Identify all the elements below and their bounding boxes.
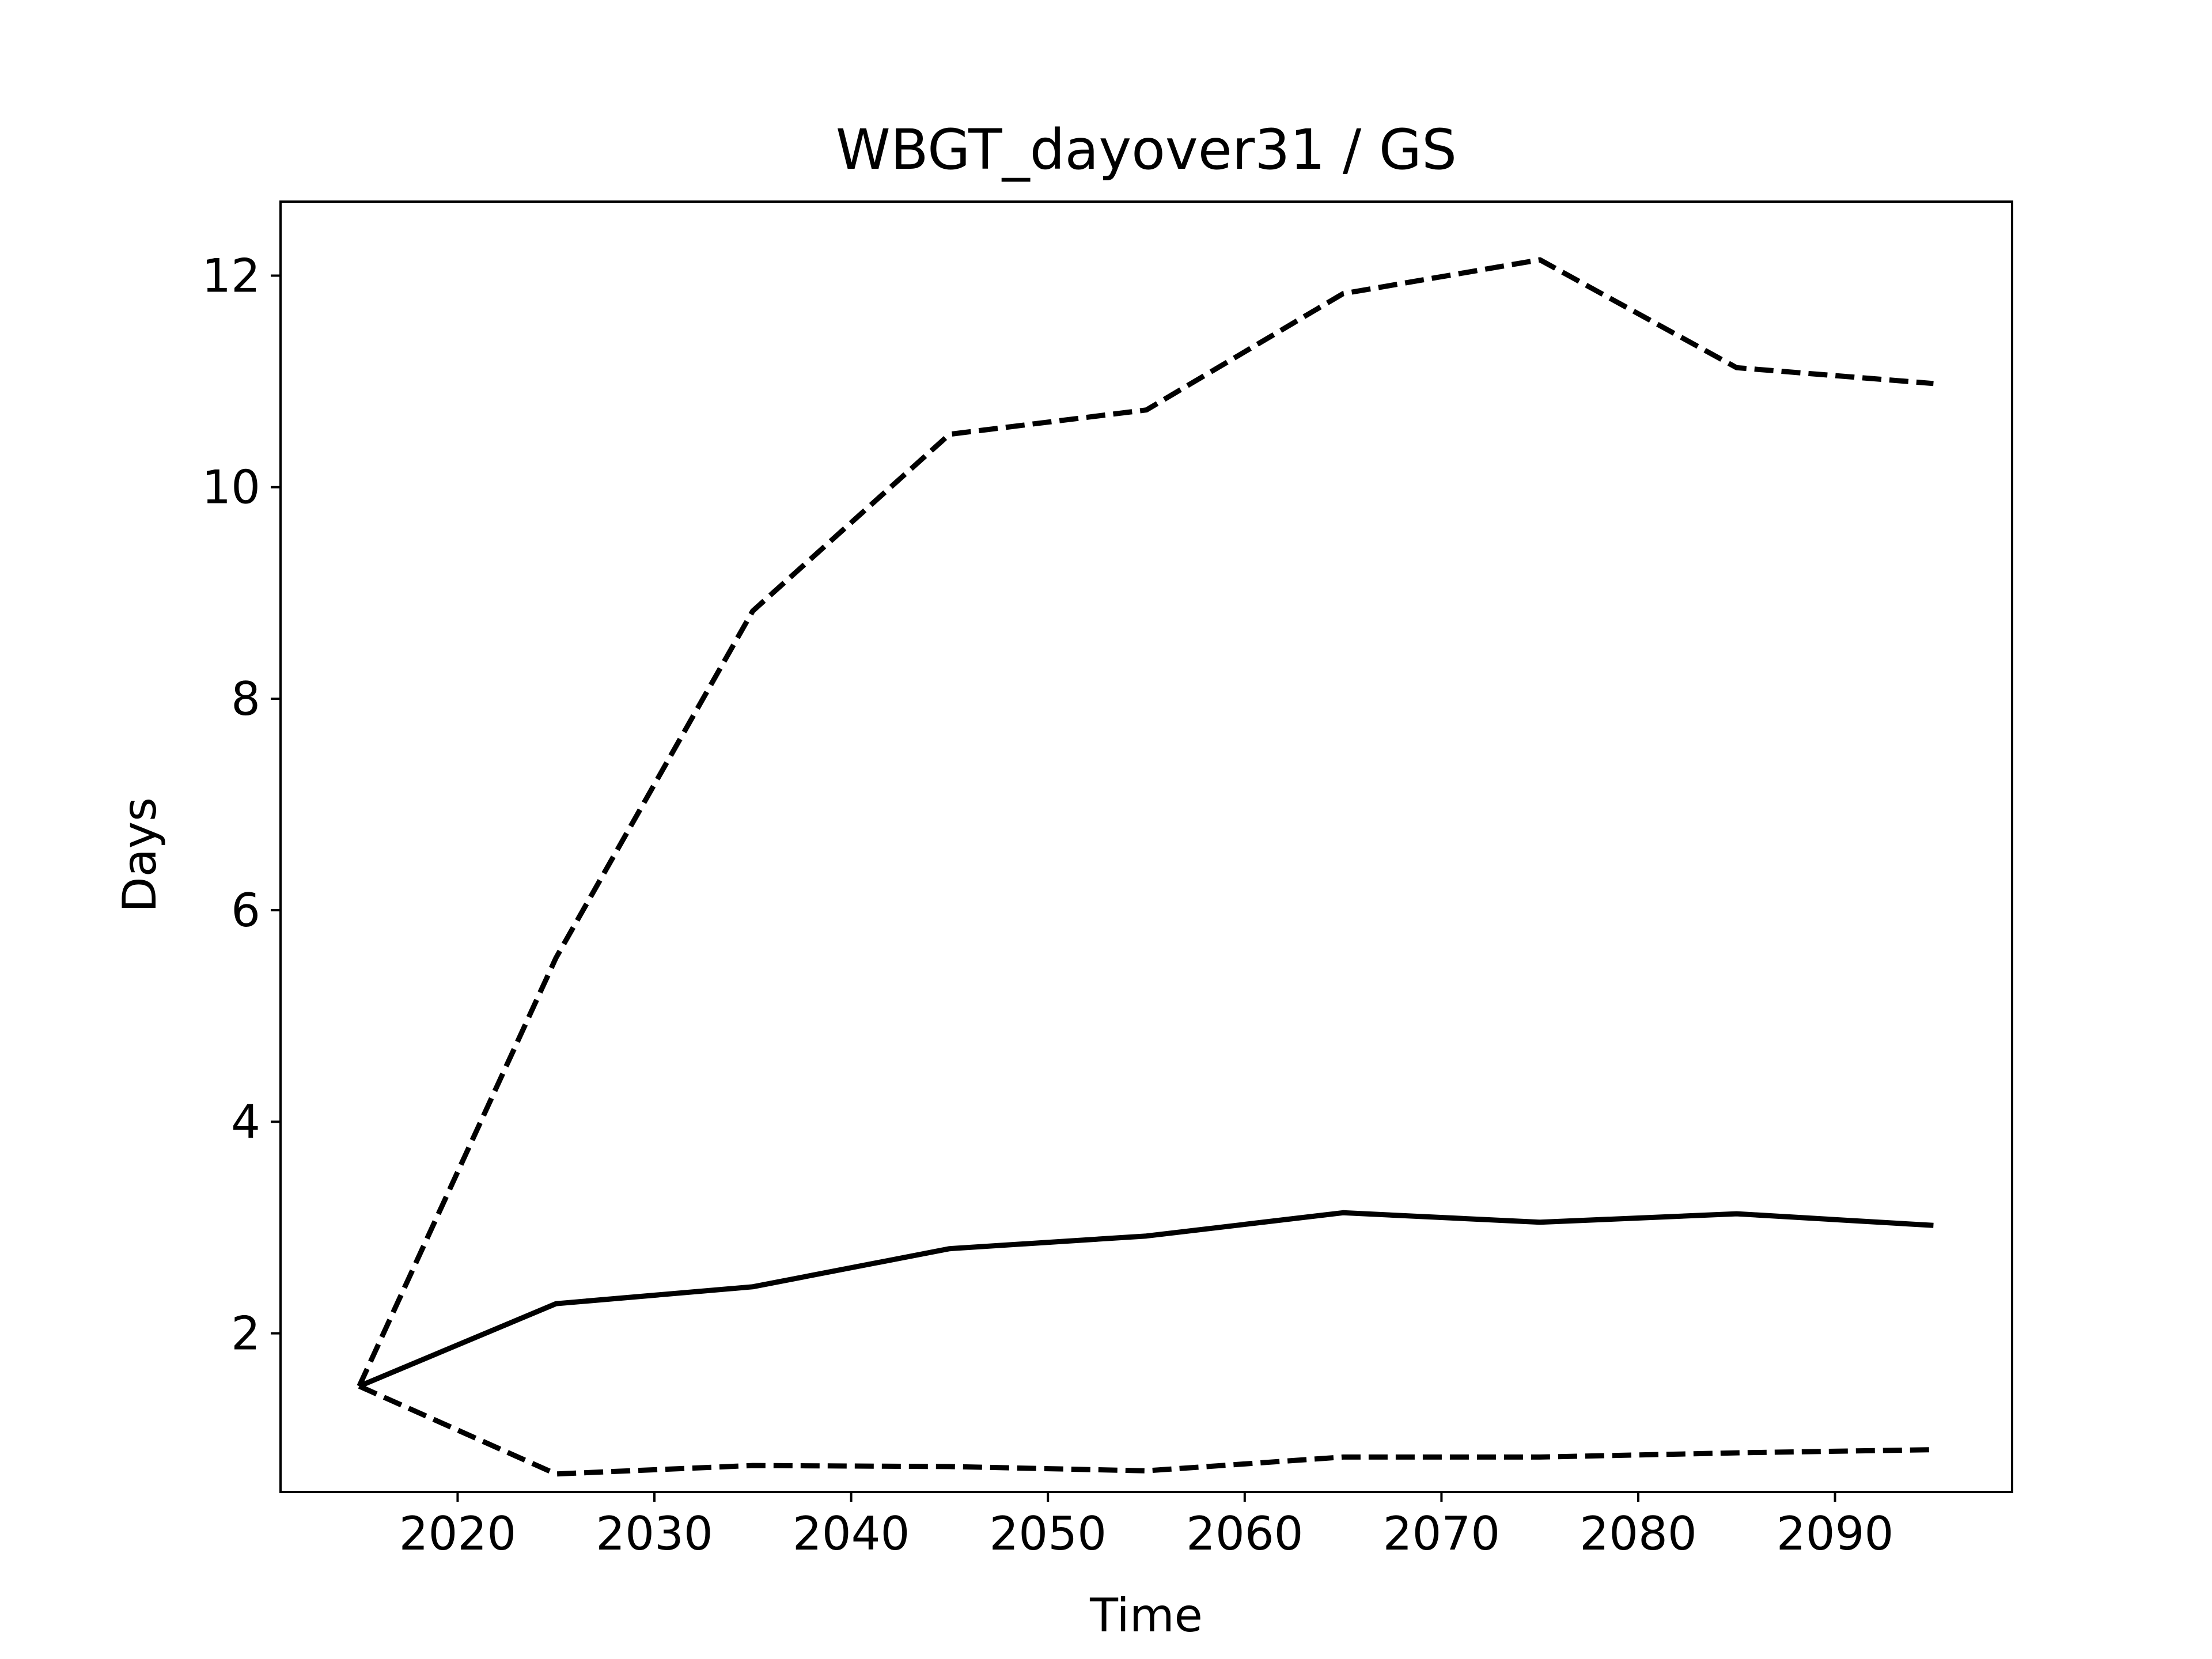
x-tick-label: 2030 [596,1507,713,1560]
y-tick-label: 4 [231,1095,260,1149]
x-tick-label: 2020 [399,1507,517,1560]
x-axis-label: Time [1089,1589,1203,1642]
y-tick-label: 10 [202,461,260,514]
x-tick-label: 2090 [1777,1507,1894,1560]
plot-area: 2020 2030 2040 2050 2060 2070 2080 2090 2 4 6 8 10 12 [202,200,2013,1560]
y-axis-label: Days [113,797,166,912]
axes-frame [279,200,2013,1493]
series-line-3 [358,1384,1934,1477]
x-tick-label: 2080 [1580,1507,1697,1560]
y-tick-label: 2 [231,1307,260,1361]
series-line-1 [358,1210,1934,1389]
x-tick-label: 2040 [793,1507,910,1560]
chart-title: WBGT_dayover31 / GS [836,118,1457,182]
x-tick-label: 2050 [989,1507,1107,1560]
x-tick-label: 2060 [1186,1507,1304,1560]
series-line-2 [357,257,1934,1388]
y-tick-label: 8 [231,672,260,726]
x-tick-label: 2070 [1383,1507,1501,1560]
y-tick-label: 6 [231,884,260,937]
y-tick-label: 12 [202,249,260,303]
